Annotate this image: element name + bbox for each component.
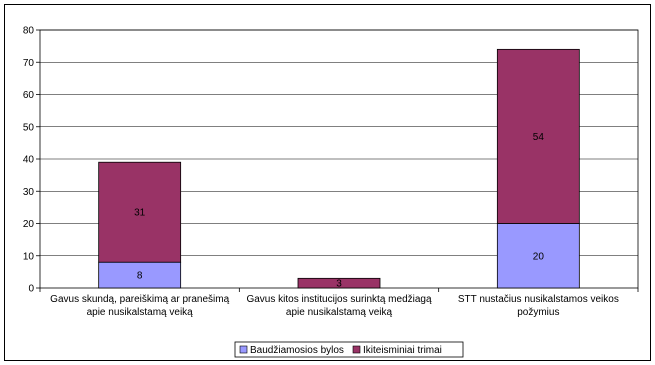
legend-label: Ikiteisminiai trimai — [363, 345, 442, 356]
bar-segment — [297, 277, 381, 289]
y-tick-label: 50 — [23, 122, 35, 133]
y-tick-label: 30 — [23, 187, 35, 198]
x-category-label: Gavus skundą, pareiškimą ar pranešimą — [50, 294, 229, 305]
y-tick-label: 20 — [23, 219, 35, 230]
data-label: 3 — [336, 279, 342, 290]
x-category-label: STT nustačius nusikalstamos veikos — [458, 294, 619, 305]
y-tick-label: 80 — [23, 26, 35, 37]
legend-swatch — [352, 345, 361, 354]
y-tick-label: 10 — [23, 251, 35, 262]
x-category-label: apie nusikalstamą veiką — [87, 307, 194, 318]
bar-segment — [496, 48, 580, 224]
x-category-label: apie nusikalstamą veiką — [286, 307, 393, 318]
bar-segment — [496, 223, 580, 289]
data-label: 20 — [533, 251, 545, 262]
y-tick-label: 70 — [23, 58, 35, 69]
x-category-label: Gavus kitos institucijos surinktą medžia… — [246, 294, 432, 305]
data-label: 31 — [134, 208, 146, 219]
legend-box — [234, 341, 464, 358]
y-tick-label: 0 — [28, 284, 34, 295]
data-label: 54 — [533, 132, 545, 143]
legend-swatch — [239, 345, 248, 354]
y-tick-label: 60 — [23, 90, 35, 101]
x-category-label: požymius — [517, 307, 559, 318]
data-label: 8 — [137, 271, 143, 282]
legend-label: Baudžiamosios bylos — [250, 345, 344, 356]
y-tick-label: 40 — [23, 155, 35, 166]
bar-segment — [98, 161, 182, 263]
